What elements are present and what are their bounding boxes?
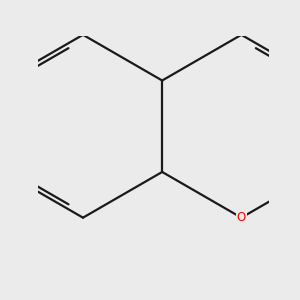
Text: O: O xyxy=(237,211,246,224)
